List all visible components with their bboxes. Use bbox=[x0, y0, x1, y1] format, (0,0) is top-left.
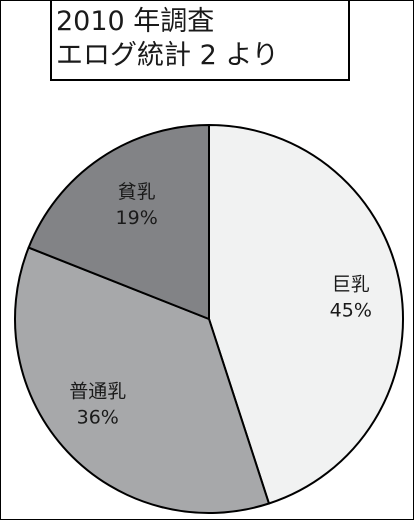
slice-value-label-3: 19% bbox=[116, 207, 158, 229]
slice-value-label-2: 36% bbox=[77, 406, 119, 428]
slice-value-label-1: 45% bbox=[330, 300, 372, 322]
pie-slice-2 bbox=[14, 246, 270, 514]
chart-title-line-2: エログ統計 2 より bbox=[56, 40, 279, 71]
pie-slice-1 bbox=[208, 124, 404, 505]
pie-slice-3 bbox=[27, 124, 210, 320]
slice-label-3: 貧乳 bbox=[118, 181, 156, 203]
chart-title-line-1: 2010 年調査 bbox=[56, 6, 215, 37]
slice-label-2: 普通乳 bbox=[69, 380, 126, 402]
chart-title-box: 2010 年調査 エログ統計 2 より bbox=[50, 1, 350, 81]
slice-label-1: 巨乳 bbox=[332, 274, 370, 296]
